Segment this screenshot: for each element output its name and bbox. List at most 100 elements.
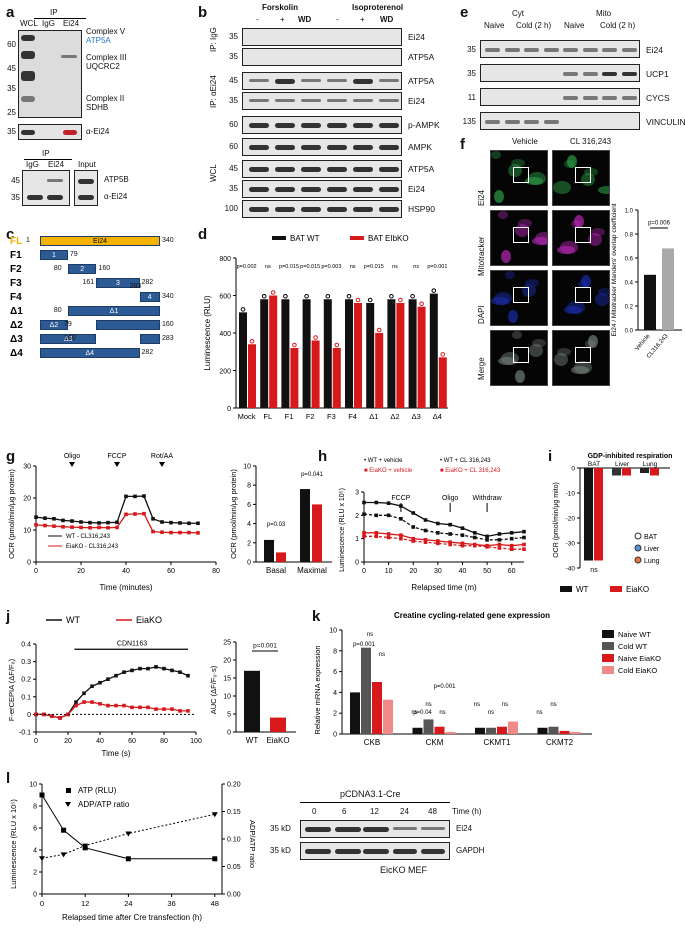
x-tick-label: 60 [167,568,175,575]
cell [571,366,589,374]
series-line [364,532,525,547]
fragment-end: 160 [98,265,111,272]
y-tick-label: 10 [23,528,31,535]
bar [429,293,438,408]
cell [584,168,598,176]
e-row-label: UCP1 [646,69,669,79]
point [122,703,126,708]
point [160,520,164,524]
x-tick-label: 0 [40,899,44,908]
y-tick-label: 0 [27,712,31,719]
point [460,543,465,548]
y-tick-label: -10 [566,491,576,498]
point [240,307,246,312]
cell [595,293,609,306]
legend-label: BAT [644,534,658,541]
point [50,714,54,718]
bar [354,303,362,408]
e-mw: 11 [467,93,476,102]
bar [270,717,286,732]
cell [528,172,546,185]
x-tick-label: F3 [327,412,336,421]
bar [475,727,485,734]
marker-label: FCCP [107,453,126,460]
y-tick-label: 6 [247,502,251,509]
bar [302,299,311,408]
p-value: ns [425,702,431,708]
cell [532,237,547,245]
band [353,207,373,212]
series-line [363,513,525,541]
point [522,547,526,551]
series-line [35,495,198,524]
series-line [364,535,524,550]
x-tick-label: Δ3 [412,412,421,421]
point [423,540,428,544]
point [355,297,361,303]
band [327,79,347,82]
x-tick-label: F1 [285,412,294,421]
cell [574,215,584,228]
y-tick-label: 0.1 [21,694,31,701]
y-tick-label: 0.4 [625,281,634,287]
point [187,521,191,526]
panel-i-label: i [548,448,553,465]
point [325,293,331,299]
point [125,831,132,837]
band [301,187,321,192]
band [524,48,539,52]
bar [290,348,299,408]
point [186,709,190,713]
point [304,293,309,299]
point [472,535,477,540]
band [543,120,559,124]
point [90,700,94,704]
point [88,525,92,530]
bar [612,468,621,476]
band [327,187,347,192]
legend-label: Lung [644,558,660,565]
fragment-start: 80 [53,307,62,314]
point [460,526,465,530]
legend-swatch [602,630,614,638]
band [485,120,500,124]
sdhb-label: SDHB [86,103,109,112]
x-tick-label: 0 [34,568,38,575]
point [431,288,437,293]
point [472,543,477,548]
p-value: p=0.03 [267,522,286,528]
point [58,716,62,720]
point [178,670,182,674]
b-mw: 35 [229,184,238,193]
y-tick-label: 10 [223,694,231,701]
legend-swatch [272,236,286,240]
point [61,827,67,833]
y-tick-label: 10 [243,464,251,471]
point [162,707,166,711]
y-tick-label: 20 [223,658,231,665]
panel-b-label: b [198,4,208,21]
band [353,79,373,84]
point [362,500,366,505]
bar [387,299,396,408]
point [497,532,502,536]
arrow-complex-iii: Complex III [86,53,127,62]
legend-marker [65,802,71,807]
point [61,518,65,523]
cell [535,232,547,245]
bar [311,340,320,408]
point [43,523,47,528]
fragment-label: Δ3 [10,334,23,345]
e-row-label: VINCULIN [646,117,685,127]
x-tick-label: 60 [128,738,136,745]
point [283,293,288,299]
x-tick-label: 20 [64,738,72,745]
band [301,167,321,172]
p-value: ns [413,264,419,270]
x-tick-label: 0 [362,568,366,575]
group-label: BAT [588,461,600,468]
cell [564,306,582,314]
bar [594,468,603,561]
band [327,167,347,172]
marker-label: Oligo [64,453,80,460]
